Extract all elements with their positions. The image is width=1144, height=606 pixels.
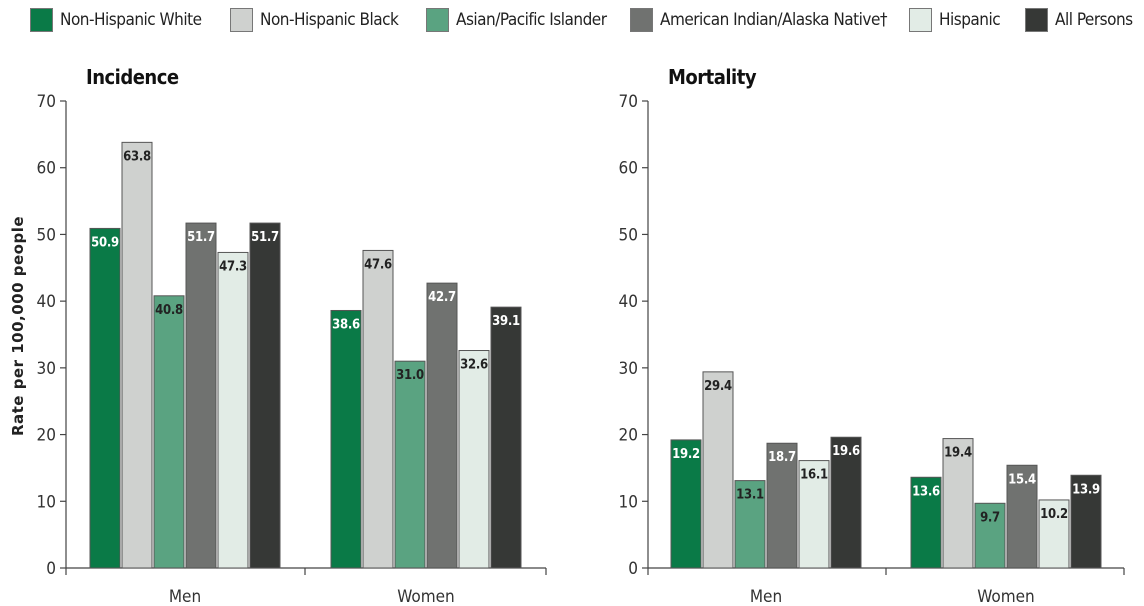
data-label-non-hispanic-white-women: 38.6 bbox=[332, 317, 360, 332]
data-label-american-indian-alaska-native-women: 42.7 bbox=[428, 290, 456, 305]
y-tick-label: 60 bbox=[619, 159, 638, 179]
data-label-non-hispanic-black-men: 63.8 bbox=[123, 149, 151, 164]
bar-asian-pacific-islander-women bbox=[974, 502, 1006, 569]
data-label-american-indian-alaska-native-men: 18.7 bbox=[768, 450, 796, 465]
legend-label-non-hispanic-white: Non-Hispanic White bbox=[60, 10, 202, 30]
legend-swatch-asian-pacific-islander bbox=[426, 8, 449, 32]
data-label-asian-pacific-islander-men: 40.8 bbox=[155, 303, 183, 318]
data-label-asian-pacific-islander-women: 31.0 bbox=[396, 368, 424, 383]
data-label-all-persons-women: 13.9 bbox=[1072, 482, 1100, 497]
data-label-non-hispanic-black-women: 47.6 bbox=[364, 257, 392, 272]
bar-hispanic-women bbox=[1038, 499, 1070, 569]
y-tick-label: 40 bbox=[37, 292, 56, 312]
bar-asian-pacific-islander-women bbox=[394, 360, 426, 569]
bar-non-hispanic-white-men bbox=[670, 439, 702, 569]
bar-non-hispanic-black-men bbox=[121, 141, 153, 569]
data-label-non-hispanic-black-men: 29.4 bbox=[704, 379, 732, 394]
y-tick-label: 0 bbox=[46, 559, 56, 579]
legend-swatch-non-hispanic-black bbox=[230, 8, 253, 32]
data-label-american-indian-alaska-native-men: 51.7 bbox=[187, 230, 215, 245]
y-tick-label: 40 bbox=[619, 292, 638, 312]
y-tick-label: 20 bbox=[619, 426, 638, 446]
bar-non-hispanic-black-women bbox=[362, 249, 394, 569]
panel-title: Incidence bbox=[86, 65, 179, 89]
legend-swatch-all-persons bbox=[1025, 8, 1048, 32]
bar-hispanic-women bbox=[458, 350, 490, 569]
legend-label-american-indian-alaska-native: American Indian/Alaska Native† bbox=[660, 10, 888, 30]
x-category-label: Women bbox=[977, 587, 1035, 606]
data-label-hispanic-men: 16.1 bbox=[800, 468, 828, 483]
data-label-hispanic-women: 32.6 bbox=[460, 358, 488, 373]
bar-all-persons-women bbox=[490, 306, 522, 569]
bar-all-persons-women bbox=[1070, 474, 1102, 569]
y-tick-label: 70 bbox=[619, 92, 638, 112]
bar-hispanic-men bbox=[798, 460, 830, 569]
legend-label-hispanic: Hispanic bbox=[939, 10, 1001, 30]
y-tick-label: 20 bbox=[37, 426, 56, 446]
bar-hispanic-men bbox=[217, 251, 249, 569]
data-label-asian-pacific-islander-women: 9.7 bbox=[980, 510, 1000, 525]
bar-all-persons-men bbox=[830, 436, 862, 569]
x-category-label: Men bbox=[169, 587, 201, 606]
legend-label-all-persons: All Persons bbox=[1055, 10, 1133, 30]
data-label-non-hispanic-white-men: 19.2 bbox=[672, 447, 700, 462]
legend-swatch-american-indian-alaska-native bbox=[630, 8, 653, 32]
bar-asian-pacific-islander-men bbox=[734, 480, 766, 569]
y-tick-label: 10 bbox=[619, 492, 638, 512]
data-label-all-persons-women: 39.1 bbox=[492, 314, 520, 329]
bar-non-hispanic-black-women bbox=[942, 438, 974, 569]
bar-non-hispanic-black-men bbox=[702, 371, 734, 569]
y-tick-label: 0 bbox=[628, 559, 638, 579]
panel-title: Mortality bbox=[668, 65, 757, 89]
bar-american-indian-alaska-native-women bbox=[426, 282, 458, 569]
bar-non-hispanic-white-women bbox=[330, 309, 362, 569]
bar-all-persons-men bbox=[249, 222, 281, 569]
data-label-non-hispanic-white-women: 13.6 bbox=[912, 484, 940, 499]
data-label-hispanic-men: 47.3 bbox=[219, 259, 247, 274]
legend-swatch-hispanic bbox=[909, 8, 932, 32]
incidence-panel: Incidence 0 10 20 30 40 50 60 70 Men Women 50.9 38.6… bbox=[37, 65, 547, 606]
data-label-non-hispanic-black-women: 19.4 bbox=[944, 446, 972, 461]
x-category-label: Men bbox=[750, 587, 782, 606]
mortality-panel: Mortality 0 10 20 30 40 50 60 70 Men Women 19.2 13.6… bbox=[619, 65, 1125, 606]
y-tick-label: 10 bbox=[37, 492, 56, 512]
legend-label-asian-pacific-islander: Asian/Pacific Islander bbox=[456, 10, 607, 30]
y-tick-label: 50 bbox=[619, 225, 638, 245]
y-tick-label: 70 bbox=[37, 92, 56, 112]
data-label-hispanic-women: 10.2 bbox=[1040, 507, 1068, 522]
x-category-label: Women bbox=[397, 587, 455, 606]
bar-asian-pacific-islander-men bbox=[153, 295, 185, 569]
bar-american-indian-alaska-native-women bbox=[1006, 464, 1038, 569]
data-label-all-persons-men: 19.6 bbox=[832, 444, 860, 459]
data-label-american-indian-alaska-native-women: 15.4 bbox=[1008, 472, 1036, 487]
legend-swatch-non-hispanic-white bbox=[30, 8, 53, 32]
bar-american-indian-alaska-native-men bbox=[185, 222, 217, 569]
y-tick-label: 30 bbox=[37, 359, 56, 379]
data-label-non-hispanic-white-men: 50.9 bbox=[91, 235, 119, 250]
bar-non-hispanic-white-men bbox=[89, 227, 121, 569]
bar-non-hispanic-white-women bbox=[910, 476, 942, 569]
data-label-asian-pacific-islander-men: 13.1 bbox=[736, 488, 764, 503]
y-tick-label: 30 bbox=[619, 359, 638, 379]
legend-label-non-hispanic-black: Non-Hispanic Black bbox=[260, 10, 399, 30]
bar-american-indian-alaska-native-men bbox=[766, 442, 798, 569]
y-tick-label: 60 bbox=[37, 159, 56, 179]
data-label-all-persons-men: 51.7 bbox=[251, 230, 279, 245]
y-tick-label: 50 bbox=[37, 225, 56, 245]
